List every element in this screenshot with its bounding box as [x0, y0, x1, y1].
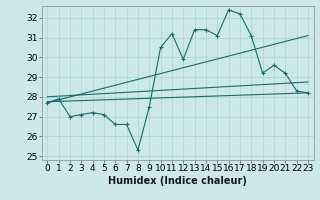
X-axis label: Humidex (Indice chaleur): Humidex (Indice chaleur)	[108, 176, 247, 186]
